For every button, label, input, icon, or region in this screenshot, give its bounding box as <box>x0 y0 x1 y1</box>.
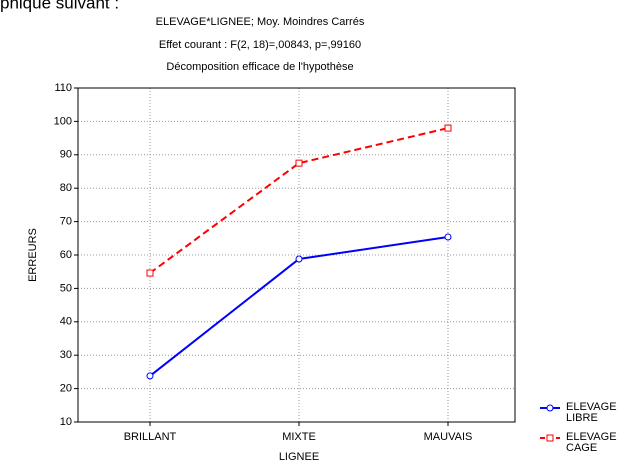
y-tick-label: 30 <box>60 349 72 361</box>
x-tick-label: BRILLANT <box>124 431 177 443</box>
plot-area <box>78 88 515 422</box>
y-tick-label: 80 <box>60 182 72 194</box>
x-tick-label: MIXTE <box>282 431 316 443</box>
chart-title: ELEVAGE*LIGNEE; Moy. Moindres Carrés <box>156 16 365 28</box>
legend-label: ELEVAGE CAGE <box>566 431 617 454</box>
y-tick-label: 90 <box>60 149 72 161</box>
y-tick-label: 50 <box>60 282 72 294</box>
point <box>295 159 303 167</box>
x-axis-label: LIGNEE <box>279 451 319 463</box>
chart-note: Décomposition efficace de l'hypothèse <box>166 61 353 73</box>
y-tick-label: 60 <box>60 249 72 261</box>
legend-label: ELEVAGE LIBRE <box>566 401 617 424</box>
point <box>546 434 554 442</box>
y-tick-label: 100 <box>54 115 72 127</box>
y-tick-label: 70 <box>60 216 72 228</box>
y-tick-label: 10 <box>60 416 72 428</box>
x-tick-label: MAUVAIS <box>424 431 473 443</box>
caption: phique suivant : <box>0 0 119 12</box>
chart-subtitle: Effet courant : F(2, 18)=,00843, p=,9916… <box>159 39 361 51</box>
point <box>146 372 154 380</box>
point <box>546 404 554 412</box>
point <box>295 255 303 263</box>
y-tick-label: 20 <box>60 383 72 395</box>
point <box>444 233 452 241</box>
plot-frame <box>77 87 516 423</box>
series-line <box>149 127 449 274</box>
y-tick-label: 40 <box>60 316 72 328</box>
point <box>146 269 154 277</box>
y-tick-label: 110 <box>54 82 72 94</box>
point <box>444 124 452 132</box>
y-axis-label: ERREURS <box>27 228 39 282</box>
